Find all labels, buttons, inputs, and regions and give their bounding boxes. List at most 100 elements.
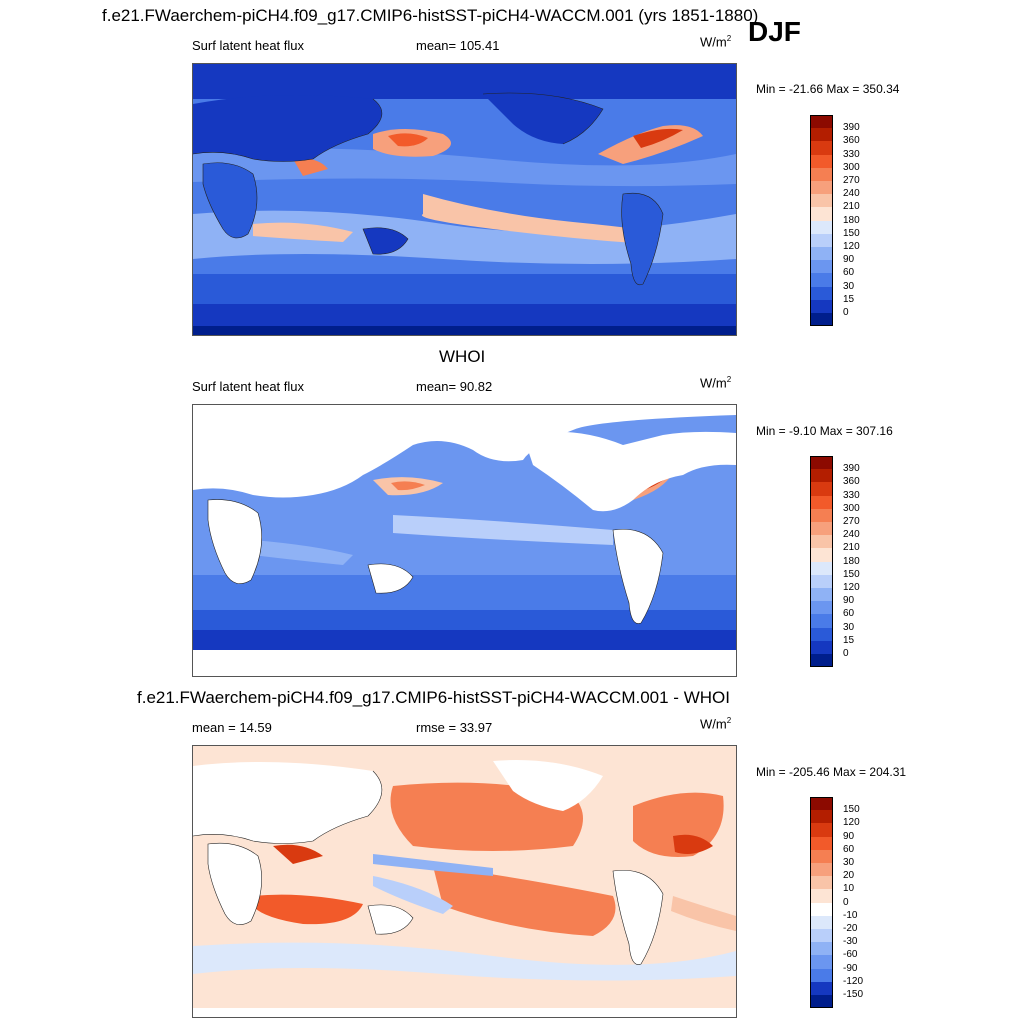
colorbar-swatch: [810, 167, 833, 181]
colorbar-swatch: [810, 181, 833, 195]
colorbar-swatch: [810, 115, 833, 129]
colorbar-swatch: [810, 823, 833, 837]
colorbar-swatch: [810, 273, 833, 287]
colorbar-swatch: [810, 849, 833, 863]
colorbar-level-label: 240: [843, 188, 860, 200]
colorbar-swatch: [810, 797, 833, 811]
colorbar-swatch: [810, 876, 833, 890]
colorbar-swatch: [810, 456, 833, 470]
colorbar-swatch: [810, 968, 833, 982]
colorbar-swatch: [810, 286, 833, 300]
colorbar-level-label: 240: [843, 529, 860, 541]
colorbar-level-label: 270: [843, 516, 860, 527]
colorbar-level-label: 150: [843, 804, 860, 816]
colorbar-level-label: 30: [843, 280, 855, 292]
colorbar-level-label: 0: [843, 307, 849, 318]
panel-2-min-max: Min = -9.10 Max = 307.16: [756, 424, 893, 438]
colorbar-level-label: 20: [843, 870, 855, 882]
panel-1-map: [192, 63, 737, 336]
colorbar-level-label: 360: [843, 476, 860, 488]
colorbar-swatch: [810, 535, 833, 549]
panel-2-units: W/m2: [700, 375, 732, 391]
colorbar-level-label: 390: [843, 122, 860, 134]
colorbar-swatch: [810, 194, 833, 208]
colorbar-swatch: [810, 313, 833, 327]
colorbar-level-label: -10: [843, 909, 858, 921]
colorbar-level-label: 210: [843, 542, 860, 554]
panel-2-title: WHOI: [439, 347, 486, 366]
colorbar-swatch: [810, 469, 833, 483]
colorbar-swatch: [810, 942, 833, 956]
colorbar-swatch: [810, 482, 833, 496]
colorbar-swatch: [810, 836, 833, 850]
panel-2-mean-label: mean= 90.82: [416, 379, 493, 394]
colorbar-level-label: 330: [843, 489, 860, 501]
colorbar-swatch: [810, 141, 833, 155]
colorbar-swatch: [810, 561, 833, 575]
panel-1-min-max: Min = -21.66 Max = 350.34: [756, 82, 900, 96]
colorbar-level-label: 30: [843, 621, 855, 633]
colorbar-level-label: 30: [843, 857, 855, 868]
colorbar-level-label: 60: [843, 267, 855, 279]
colorbar-swatch: [810, 627, 833, 641]
colorbar-swatch: [810, 915, 833, 929]
colorbar-level-label: 10: [843, 883, 855, 895]
colorbar-swatch: [810, 614, 833, 628]
colorbar-level-label: -30: [843, 936, 858, 948]
colorbar-swatch: [810, 981, 833, 995]
colorbar-swatch: [810, 220, 833, 234]
colorbar-frame: [810, 797, 833, 1009]
colorbar-level-label: 120: [843, 582, 860, 593]
colorbar-swatch: [810, 654, 833, 668]
colorbar-level-label: 0: [843, 648, 849, 659]
colorbar-swatch: [810, 207, 833, 221]
colorbar-level-label: 120: [843, 241, 860, 252]
colorbar-swatch: [810, 640, 833, 654]
colorbar-level-label: 90: [843, 595, 855, 607]
colorbar-swatch: [810, 810, 833, 824]
colorbar-frame: [810, 456, 833, 668]
panel-3-rmse-label: rmse = 33.97: [416, 720, 493, 735]
colorbar-level-label: 150: [843, 227, 860, 239]
colorbar-level-label: 210: [843, 201, 860, 213]
colorbar-level-label: 390: [843, 463, 860, 475]
colorbar-level-label: 15: [843, 634, 855, 646]
panel-1-variable-label: Surf latent heat flux: [192, 38, 305, 53]
colorbar-swatch: [810, 508, 833, 522]
colorbar-swatch: [810, 299, 833, 313]
colorbar-swatch: [810, 495, 833, 509]
colorbar-level-label: 180: [843, 214, 860, 226]
colorbar-swatch: [810, 995, 833, 1009]
colorbar-swatch: [810, 247, 833, 261]
colorbar-level-label: 90: [843, 254, 855, 266]
colorbar-level-label: 270: [843, 175, 860, 186]
colorbar-level-label: -60: [843, 949, 858, 961]
panel-3-min-max: Min = -205.46 Max = 204.31: [756, 765, 907, 779]
colorbar-level-label: 60: [843, 608, 855, 620]
colorbar-level-label: 60: [843, 843, 855, 855]
colorbar-level-label: -20: [843, 923, 858, 934]
colorbar-level-label: 180: [843, 555, 860, 567]
colorbar-level-label: 360: [843, 135, 860, 147]
colorbar-swatch: [810, 154, 833, 168]
colorbar-level-label: 150: [843, 568, 860, 580]
panel-2-variable-label: Surf latent heat flux: [192, 379, 305, 394]
colorbar-swatch: [810, 863, 833, 877]
colorbar-level-label: 330: [843, 148, 860, 160]
panel-3-units: W/m2: [700, 716, 732, 732]
colorbar-level-label: 120: [843, 817, 860, 829]
colorbar-swatch: [810, 233, 833, 247]
season-label: DJF: [748, 16, 801, 47]
colorbar-swatch: [810, 522, 833, 536]
colorbar-swatch: [810, 548, 833, 562]
colorbar-level-label: 0: [843, 896, 849, 908]
panel-3-title: f.e21.FWaerchem-piCH4.f09_g17.CMIP6-hist…: [137, 688, 730, 707]
colorbar-level-label: -150: [843, 989, 864, 1000]
panel-3-map: [192, 745, 737, 1018]
panel-1-units: W/m2: [700, 34, 732, 50]
colorbar-level-label: 15: [843, 293, 855, 305]
colorbar-level-label: -90: [843, 962, 858, 974]
colorbar-swatch: [810, 588, 833, 602]
colorbar-frame: [810, 115, 833, 327]
colorbar-swatch: [810, 128, 833, 142]
